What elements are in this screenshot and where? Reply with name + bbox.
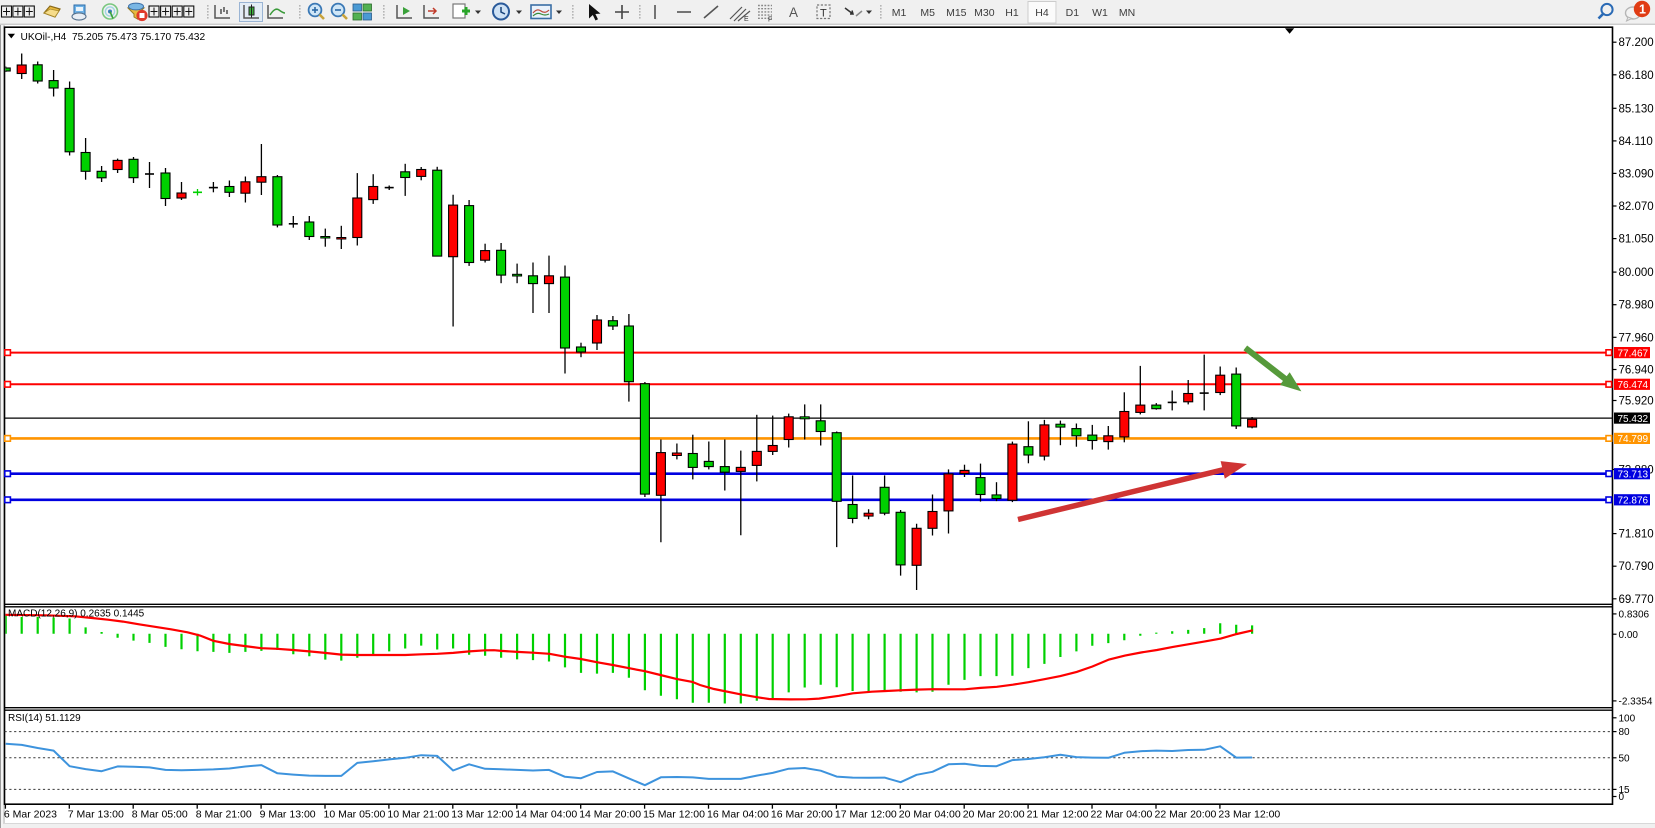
svg-text:6 Mar 2023: 6 Mar 2023 bbox=[4, 809, 57, 821]
svg-text:78.980: 78.980 bbox=[1619, 300, 1654, 312]
svg-text:F: F bbox=[768, 17, 772, 24]
svg-text:D1: D1 bbox=[1066, 7, 1080, 19]
svg-text:0.00: 0.00 bbox=[1619, 630, 1639, 641]
svg-text:14 Mar 20:00: 14 Mar 20:00 bbox=[579, 809, 641, 821]
svg-text:13 Mar 12:00: 13 Mar 12:00 bbox=[451, 809, 513, 821]
svg-text:82.070: 82.070 bbox=[1619, 201, 1654, 213]
svg-text:77.467: 77.467 bbox=[1618, 348, 1649, 359]
svg-text:76.940: 76.940 bbox=[1619, 365, 1654, 377]
svg-text:W1: W1 bbox=[1092, 7, 1108, 19]
svg-text:75.920: 75.920 bbox=[1619, 396, 1654, 408]
svg-text:85.130: 85.130 bbox=[1619, 103, 1654, 115]
svg-text:20 Mar 20:00: 20 Mar 20:00 bbox=[963, 809, 1025, 821]
svg-text:87.200: 87.200 bbox=[1619, 37, 1654, 49]
svg-text:80.000: 80.000 bbox=[1619, 267, 1654, 279]
svg-text:20 Mar 04:00: 20 Mar 04:00 bbox=[899, 809, 961, 821]
svg-text:80: 80 bbox=[1619, 727, 1631, 738]
svg-text:MN: MN bbox=[1119, 7, 1135, 19]
svg-text:9 Mar 13:00: 9 Mar 13:00 bbox=[260, 809, 316, 821]
svg-text:UKOil-,H4 75.205 75.473 75.17: UKOil-,H4 75.205 75.473 75.170 75.432 bbox=[21, 32, 206, 43]
svg-text:86.180: 86.180 bbox=[1619, 70, 1654, 82]
svg-text:10 Mar 21:00: 10 Mar 21:00 bbox=[387, 809, 449, 821]
svg-text:RSI(14) 51.1129: RSI(14) 51.1129 bbox=[8, 713, 81, 724]
svg-text:8 Mar 05:00: 8 Mar 05:00 bbox=[132, 809, 188, 821]
svg-text:22 Mar 20:00: 22 Mar 20:00 bbox=[1155, 809, 1217, 821]
svg-text:M15: M15 bbox=[946, 7, 967, 19]
svg-text:23 Mar 12:00: 23 Mar 12:00 bbox=[1218, 809, 1280, 821]
svg-text:21 Mar 12:00: 21 Mar 12:00 bbox=[1027, 809, 1089, 821]
svg-text:75.432: 75.432 bbox=[1618, 414, 1649, 425]
svg-text:H4: H4 bbox=[1035, 7, 1049, 19]
svg-text:M1: M1 bbox=[892, 7, 907, 19]
svg-text:H1: H1 bbox=[1005, 7, 1019, 19]
svg-text:10 Mar 05:00: 10 Mar 05:00 bbox=[324, 809, 386, 821]
svg-text:100: 100 bbox=[1619, 713, 1636, 724]
svg-text:14 Mar 04:00: 14 Mar 04:00 bbox=[515, 809, 577, 821]
svg-text:50: 50 bbox=[1619, 753, 1631, 764]
svg-text:76.474: 76.474 bbox=[1618, 380, 1649, 391]
svg-text:84.110: 84.110 bbox=[1619, 136, 1653, 148]
svg-text:22 Mar 04:00: 22 Mar 04:00 bbox=[1091, 809, 1153, 821]
svg-text:8 Mar 21:00: 8 Mar 21:00 bbox=[196, 809, 252, 821]
svg-text:69.770: 69.770 bbox=[1619, 594, 1654, 606]
svg-text:16 Mar 20:00: 16 Mar 20:00 bbox=[771, 809, 833, 821]
svg-text:15 Mar 12:00: 15 Mar 12:00 bbox=[643, 809, 705, 821]
svg-text:T: T bbox=[820, 8, 827, 20]
svg-text:1: 1 bbox=[1639, 3, 1646, 17]
svg-text:72.876: 72.876 bbox=[1618, 496, 1649, 507]
svg-text:M5: M5 bbox=[920, 7, 935, 19]
svg-text:E: E bbox=[744, 16, 749, 23]
svg-text:73.713: 73.713 bbox=[1618, 469, 1649, 480]
svg-text:M30: M30 bbox=[974, 7, 995, 19]
svg-text:MACD(12,26,9) 0.2635 0.1445: MACD(12,26,9) 0.2635 0.1445 bbox=[8, 609, 145, 620]
svg-text:A: A bbox=[789, 5, 798, 20]
svg-text:77.960: 77.960 bbox=[1619, 332, 1654, 344]
svg-text:16 Mar 04:00: 16 Mar 04:00 bbox=[707, 809, 769, 821]
svg-text:0: 0 bbox=[1619, 792, 1625, 803]
svg-text:15: 15 bbox=[1619, 785, 1631, 796]
svg-text:0.8306: 0.8306 bbox=[1619, 610, 1650, 621]
svg-text:7 Mar 13:00: 7 Mar 13:00 bbox=[68, 809, 124, 821]
svg-text:71.810: 71.810 bbox=[1619, 529, 1654, 541]
svg-text:70.790: 70.790 bbox=[1619, 561, 1654, 573]
svg-text:83.090: 83.090 bbox=[1619, 168, 1654, 180]
svg-text:74.799: 74.799 bbox=[1618, 434, 1649, 445]
svg-text:81.050: 81.050 bbox=[1619, 234, 1654, 246]
svg-text:17 Mar 12:00: 17 Mar 12:00 bbox=[835, 809, 897, 821]
svg-text:-2.3354: -2.3354 bbox=[1619, 697, 1653, 708]
